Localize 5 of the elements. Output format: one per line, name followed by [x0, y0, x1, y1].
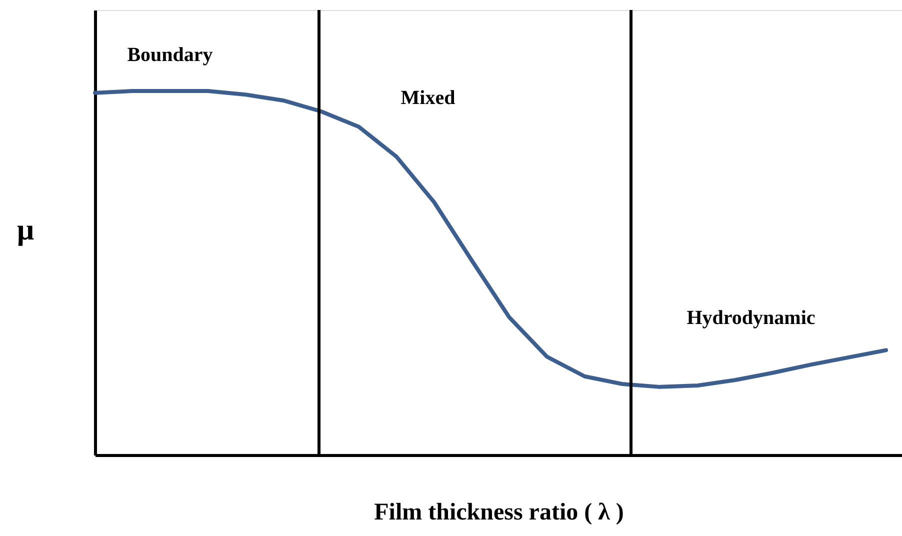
annotation: Mixed: [400, 87, 456, 109]
annotation: Hydrodynamic: [686, 307, 816, 329]
x-axis-title: Film thickness ratio ( λ ): [374, 500, 624, 526]
y-axis-title: μ: [16, 214, 34, 246]
text: Boundary: [127, 44, 213, 66]
